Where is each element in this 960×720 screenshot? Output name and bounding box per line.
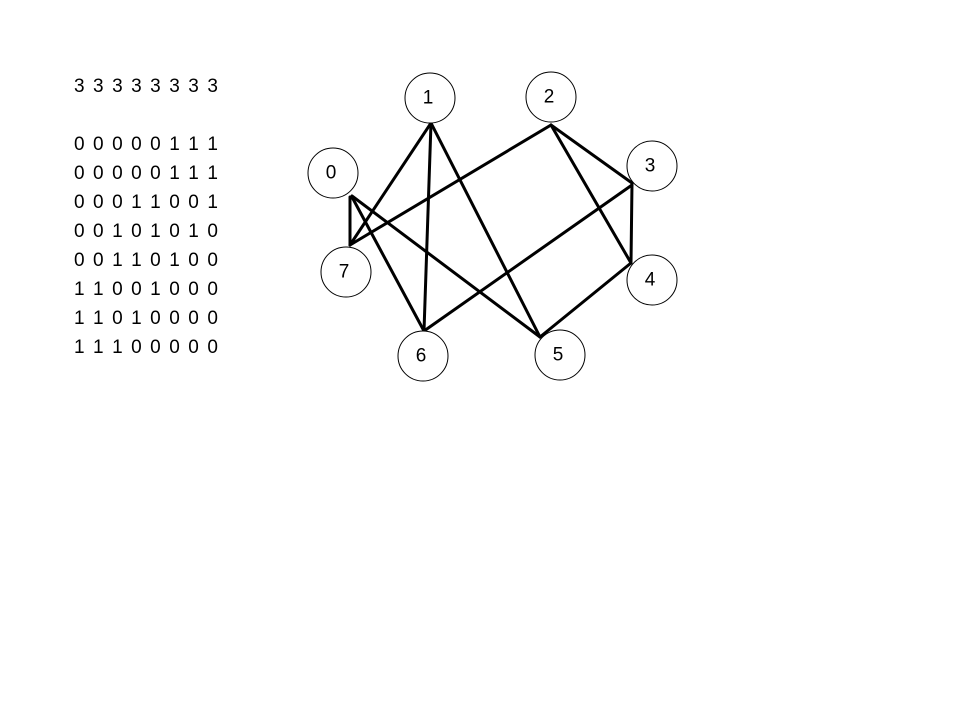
node-circle bbox=[320, 246, 372, 298]
node-circle bbox=[626, 140, 678, 192]
node-label: 0 bbox=[326, 163, 337, 184]
node-circle bbox=[397, 330, 449, 382]
edge-2-7 bbox=[348, 123, 553, 247]
node-7: 7 bbox=[320, 246, 372, 298]
node-label: 4 bbox=[645, 270, 656, 291]
matrix-row-7: 1 1 1 0 0 0 0 0 bbox=[74, 337, 220, 358]
edge-0-5 bbox=[350, 194, 542, 339]
matrix-row-3: 0 0 1 0 1 0 1 0 bbox=[74, 221, 220, 242]
node-label: 2 bbox=[544, 87, 555, 108]
node-4: 4 bbox=[626, 254, 678, 306]
node-label: 5 bbox=[553, 345, 564, 366]
node-label: 6 bbox=[416, 346, 427, 367]
adjacency-matrix: 0 0 0 0 0 1 1 1 0 0 0 0 0 1 1 1 0 0 0 1 … bbox=[74, 130, 220, 362]
node-0: 0 bbox=[307, 147, 359, 199]
nodes-layer: 0 1 2 3 4 5 6 7 bbox=[307, 71, 678, 382]
matrix-row-0: 0 0 0 0 0 1 1 1 bbox=[74, 134, 220, 155]
edge-3-4 bbox=[629, 181, 634, 265]
text-panel: 3 3 3 3 3 3 3 3 0 0 0 0 0 1 1 1 0 0 0 0 … bbox=[74, 72, 220, 362]
node-1: 1 bbox=[404, 72, 456, 124]
edge-4-5 bbox=[538, 261, 633, 339]
matrix-row-4: 0 0 1 1 0 1 0 0 bbox=[74, 250, 220, 271]
node-6: 6 bbox=[397, 330, 449, 382]
matrix-row-2: 0 0 0 1 1 0 0 1 bbox=[74, 192, 220, 213]
node-circle bbox=[534, 329, 586, 381]
edges-layer bbox=[348, 121, 634, 339]
matrix-row-6: 1 1 0 1 0 0 0 0 bbox=[74, 308, 220, 329]
edge-3-6 bbox=[422, 183, 634, 333]
edge-1-7 bbox=[348, 121, 433, 247]
node-circle bbox=[525, 71, 577, 123]
matrix-row-1: 0 0 0 0 0 1 1 1 bbox=[74, 163, 220, 184]
node-3: 3 bbox=[626, 140, 678, 192]
node-2: 2 bbox=[525, 71, 577, 123]
degree-sequence: 3 3 3 3 3 3 3 3 bbox=[74, 76, 220, 97]
node-circle bbox=[307, 147, 359, 199]
node-label: 3 bbox=[645, 156, 656, 177]
edge-1-6 bbox=[422, 121, 433, 333]
matrix-row-5: 1 1 0 0 1 0 0 0 bbox=[74, 279, 220, 300]
node-5: 5 bbox=[534, 329, 586, 381]
node-circle bbox=[404, 72, 456, 124]
node-label: 1 bbox=[423, 88, 434, 109]
edge-2-3 bbox=[549, 123, 634, 185]
node-circle bbox=[626, 254, 678, 306]
node-label: 7 bbox=[339, 262, 350, 283]
edge-2-4 bbox=[549, 123, 633, 265]
edge-1-5 bbox=[429, 121, 542, 339]
edge-0-6 bbox=[350, 195, 426, 333]
